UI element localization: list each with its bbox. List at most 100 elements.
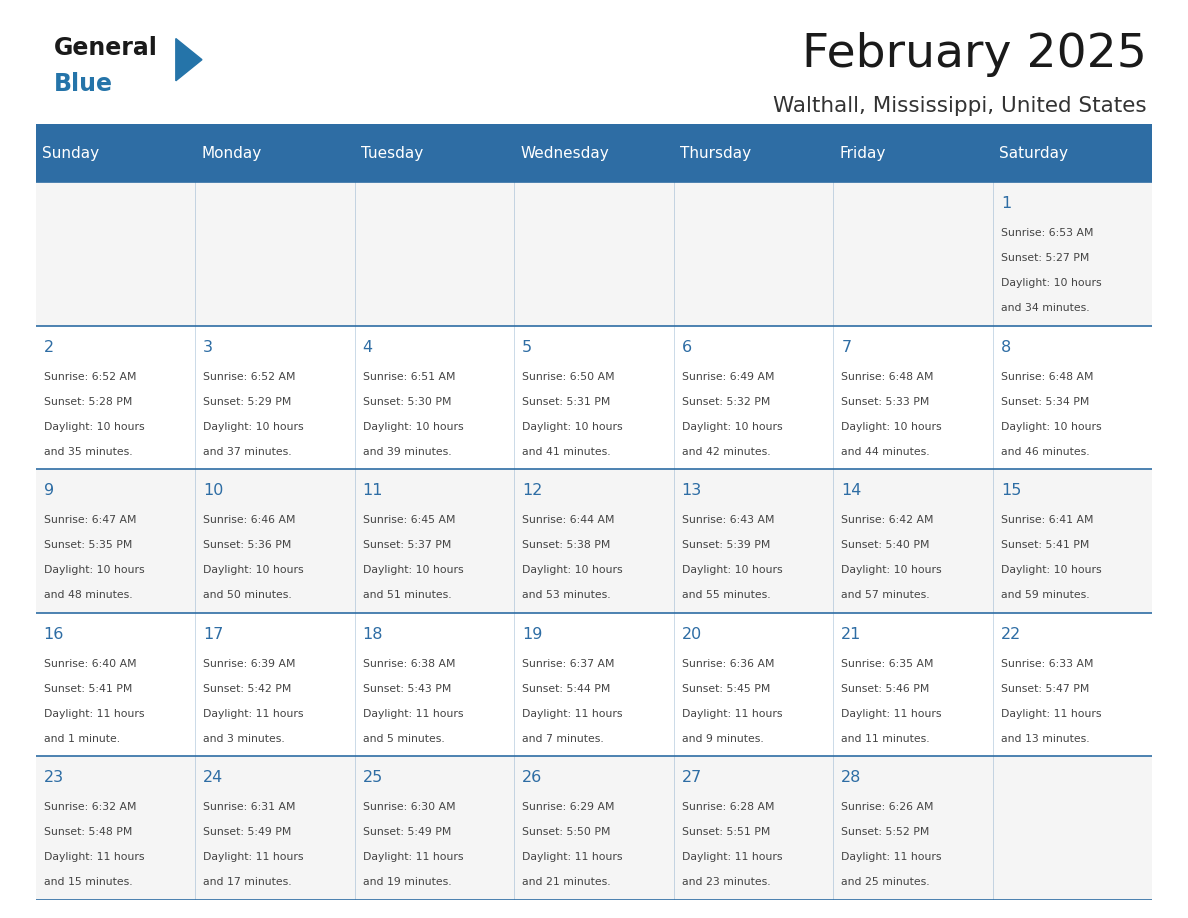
Text: Daylight: 11 hours: Daylight: 11 hours: [682, 852, 782, 862]
Text: and 1 minute.: and 1 minute.: [44, 733, 120, 744]
Text: Sunrise: 6:29 AM: Sunrise: 6:29 AM: [523, 802, 614, 812]
Text: 9: 9: [44, 484, 53, 498]
Text: Sunrise: 6:52 AM: Sunrise: 6:52 AM: [203, 372, 296, 382]
Text: Daylight: 10 hours: Daylight: 10 hours: [523, 421, 623, 431]
Text: 27: 27: [682, 770, 702, 786]
Text: Daylight: 10 hours: Daylight: 10 hours: [1000, 278, 1101, 288]
Text: Daylight: 10 hours: Daylight: 10 hours: [203, 421, 304, 431]
Text: Sunrise: 6:38 AM: Sunrise: 6:38 AM: [362, 658, 455, 668]
Text: Daylight: 11 hours: Daylight: 11 hours: [841, 709, 942, 719]
Text: Sunset: 5:35 PM: Sunset: 5:35 PM: [44, 540, 132, 550]
Text: Thursday: Thursday: [681, 146, 751, 161]
Text: Walthall, Mississippi, United States: Walthall, Mississippi, United States: [773, 96, 1146, 117]
Text: and 42 minutes.: and 42 minutes.: [682, 447, 770, 457]
Text: Sunrise: 6:39 AM: Sunrise: 6:39 AM: [203, 658, 296, 668]
Text: and 25 minutes.: and 25 minutes.: [841, 878, 930, 888]
Text: Daylight: 11 hours: Daylight: 11 hours: [203, 709, 304, 719]
Text: Sunset: 5:44 PM: Sunset: 5:44 PM: [523, 684, 611, 694]
Text: Sunset: 5:40 PM: Sunset: 5:40 PM: [841, 540, 930, 550]
FancyBboxPatch shape: [36, 124, 1152, 182]
Text: 12: 12: [523, 484, 543, 498]
Text: and 39 minutes.: and 39 minutes.: [362, 447, 451, 457]
Text: Daylight: 11 hours: Daylight: 11 hours: [682, 709, 782, 719]
Text: Sunset: 5:51 PM: Sunset: 5:51 PM: [682, 827, 770, 837]
Text: and 5 minutes.: and 5 minutes.: [362, 733, 444, 744]
Text: and 48 minutes.: and 48 minutes.: [44, 590, 132, 600]
Text: 24: 24: [203, 770, 223, 786]
Text: 23: 23: [44, 770, 64, 786]
Text: 17: 17: [203, 627, 223, 642]
Text: Daylight: 10 hours: Daylight: 10 hours: [203, 565, 304, 576]
Text: Daylight: 11 hours: Daylight: 11 hours: [841, 852, 942, 862]
Text: Sunrise: 6:30 AM: Sunrise: 6:30 AM: [362, 802, 455, 812]
Text: Sunset: 5:39 PM: Sunset: 5:39 PM: [682, 540, 770, 550]
Text: Sunrise: 6:47 AM: Sunrise: 6:47 AM: [44, 515, 137, 525]
Text: and 11 minutes.: and 11 minutes.: [841, 733, 930, 744]
Text: Daylight: 11 hours: Daylight: 11 hours: [362, 852, 463, 862]
Text: Daylight: 10 hours: Daylight: 10 hours: [44, 565, 144, 576]
Text: Sunrise: 6:50 AM: Sunrise: 6:50 AM: [523, 372, 615, 382]
Text: Sunrise: 6:35 AM: Sunrise: 6:35 AM: [841, 658, 934, 668]
Text: 2: 2: [44, 340, 53, 355]
Text: Sunrise: 6:33 AM: Sunrise: 6:33 AM: [1000, 658, 1093, 668]
Text: 13: 13: [682, 484, 702, 498]
Text: Daylight: 11 hours: Daylight: 11 hours: [523, 852, 623, 862]
Text: Sunrise: 6:53 AM: Sunrise: 6:53 AM: [1000, 228, 1093, 238]
FancyBboxPatch shape: [36, 612, 1152, 756]
Text: Sunset: 5:36 PM: Sunset: 5:36 PM: [203, 540, 291, 550]
Text: Sunset: 5:34 PM: Sunset: 5:34 PM: [1000, 397, 1089, 407]
Text: Sunrise: 6:49 AM: Sunrise: 6:49 AM: [682, 372, 775, 382]
Text: 25: 25: [362, 770, 383, 786]
Text: Sunset: 5:41 PM: Sunset: 5:41 PM: [1000, 540, 1089, 550]
Text: Sunset: 5:47 PM: Sunset: 5:47 PM: [1000, 684, 1089, 694]
Text: Daylight: 10 hours: Daylight: 10 hours: [362, 565, 463, 576]
Text: Sunset: 5:50 PM: Sunset: 5:50 PM: [523, 827, 611, 837]
Text: Sunset: 5:42 PM: Sunset: 5:42 PM: [203, 684, 291, 694]
Text: Daylight: 10 hours: Daylight: 10 hours: [362, 421, 463, 431]
Text: Sunset: 5:49 PM: Sunset: 5:49 PM: [203, 827, 291, 837]
Text: Sunset: 5:49 PM: Sunset: 5:49 PM: [362, 827, 451, 837]
Text: Sunday: Sunday: [42, 146, 99, 161]
Text: 26: 26: [523, 770, 543, 786]
Text: Daylight: 11 hours: Daylight: 11 hours: [362, 709, 463, 719]
Text: Sunset: 5:31 PM: Sunset: 5:31 PM: [523, 397, 611, 407]
Text: and 9 minutes.: and 9 minutes.: [682, 733, 764, 744]
Text: Daylight: 11 hours: Daylight: 11 hours: [44, 709, 144, 719]
Text: General: General: [53, 36, 157, 60]
Text: Sunset: 5:30 PM: Sunset: 5:30 PM: [362, 397, 451, 407]
Text: and 55 minutes.: and 55 minutes.: [682, 590, 770, 600]
Text: and 59 minutes.: and 59 minutes.: [1000, 590, 1089, 600]
Text: Sunrise: 6:44 AM: Sunrise: 6:44 AM: [523, 515, 614, 525]
FancyBboxPatch shape: [36, 756, 1152, 900]
Text: Sunset: 5:41 PM: Sunset: 5:41 PM: [44, 684, 132, 694]
Text: Sunset: 5:38 PM: Sunset: 5:38 PM: [523, 540, 611, 550]
Text: 15: 15: [1000, 484, 1022, 498]
Text: and 13 minutes.: and 13 minutes.: [1000, 733, 1089, 744]
Text: 11: 11: [362, 484, 384, 498]
Text: 14: 14: [841, 484, 861, 498]
Text: Monday: Monday: [202, 146, 261, 161]
Text: Sunset: 5:28 PM: Sunset: 5:28 PM: [44, 397, 132, 407]
Text: Sunrise: 6:31 AM: Sunrise: 6:31 AM: [203, 802, 296, 812]
Text: Daylight: 10 hours: Daylight: 10 hours: [44, 421, 144, 431]
Text: Sunset: 5:46 PM: Sunset: 5:46 PM: [841, 684, 930, 694]
Text: 16: 16: [44, 627, 64, 642]
Text: 6: 6: [682, 340, 691, 355]
Text: Daylight: 10 hours: Daylight: 10 hours: [1000, 565, 1101, 576]
Text: Daylight: 10 hours: Daylight: 10 hours: [841, 421, 942, 431]
Text: Sunrise: 6:32 AM: Sunrise: 6:32 AM: [44, 802, 137, 812]
Text: Sunrise: 6:51 AM: Sunrise: 6:51 AM: [362, 372, 455, 382]
Text: Sunrise: 6:40 AM: Sunrise: 6:40 AM: [44, 658, 137, 668]
Text: and 53 minutes.: and 53 minutes.: [523, 590, 611, 600]
Text: Sunset: 5:33 PM: Sunset: 5:33 PM: [841, 397, 930, 407]
Text: Sunrise: 6:46 AM: Sunrise: 6:46 AM: [203, 515, 296, 525]
Text: Sunrise: 6:48 AM: Sunrise: 6:48 AM: [1000, 372, 1093, 382]
Text: Friday: Friday: [840, 146, 886, 161]
Text: Daylight: 10 hours: Daylight: 10 hours: [841, 565, 942, 576]
Text: Tuesday: Tuesday: [361, 146, 423, 161]
Text: Sunrise: 6:28 AM: Sunrise: 6:28 AM: [682, 802, 775, 812]
Text: and 51 minutes.: and 51 minutes.: [362, 590, 451, 600]
Text: Sunrise: 6:26 AM: Sunrise: 6:26 AM: [841, 802, 934, 812]
Text: Sunrise: 6:45 AM: Sunrise: 6:45 AM: [362, 515, 455, 525]
Text: and 44 minutes.: and 44 minutes.: [841, 447, 930, 457]
